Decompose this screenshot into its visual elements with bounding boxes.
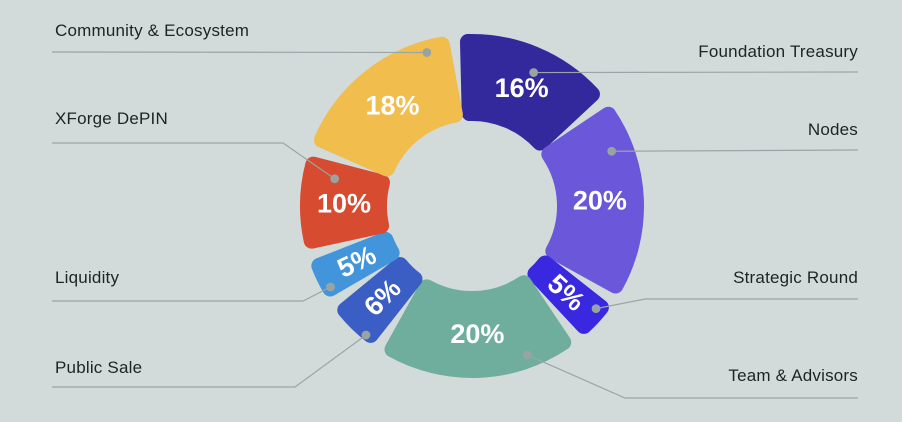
donut-segment-team-advisors: [384, 275, 572, 378]
callout-label-community-ecosystem: Community & Ecosystem: [55, 21, 250, 40]
segment-percent-label: 10%: [317, 188, 371, 218]
segment-percent-label: 18%: [365, 91, 419, 121]
connector-dot: [591, 304, 601, 314]
donut-segment-nodes: [541, 106, 644, 294]
connector-line-team-advisors: [527, 354, 858, 399]
connector-line-community-ecosystem: [51, 51, 427, 54]
callout-label-liquidity: Liquidity: [55, 268, 120, 287]
connector-line-strategic-round: [595, 298, 858, 310]
callout-label-foundation-treasury: Foundation Treasury: [698, 42, 858, 61]
callout-label-public-sale: Public Sale: [55, 358, 143, 377]
connector-line-foundation-treasury: [533, 71, 859, 74]
connector-dot: [529, 68, 539, 77]
connector-dot: [607, 146, 617, 156]
connector-line-public-sale: [52, 334, 367, 388]
donut-segment-public-sale: [337, 257, 423, 343]
donut-segment-foundation-treasury: [459, 34, 600, 151]
callout-label-team-advisors: Team & Advisors: [728, 366, 858, 385]
connector-dot: [326, 282, 335, 292]
connector-dot: [361, 330, 371, 340]
callout-label-xforge-depin: XForge DePIN: [55, 109, 168, 128]
callout-label-strategic-round: Strategic Round: [733, 268, 858, 287]
connector-line-xforge-depin: [52, 142, 336, 180]
segment-percent-label: 20%: [573, 186, 627, 216]
donut-segment-strategic-round: [527, 255, 609, 334]
connector-dot: [422, 48, 432, 57]
connector-line-liquidity: [52, 286, 331, 302]
connector-line-nodes: [611, 149, 859, 152]
donut-segment-community-ecosystem: [313, 36, 463, 177]
segment-percent-label: 16%: [495, 73, 549, 103]
connector-dot: [523, 350, 532, 360]
callout-label-nodes: Nodes: [807, 120, 858, 139]
connector-dot: [330, 174, 340, 184]
donut-segment-liquidity: [311, 231, 400, 297]
segment-percent-label: 20%: [450, 319, 504, 349]
